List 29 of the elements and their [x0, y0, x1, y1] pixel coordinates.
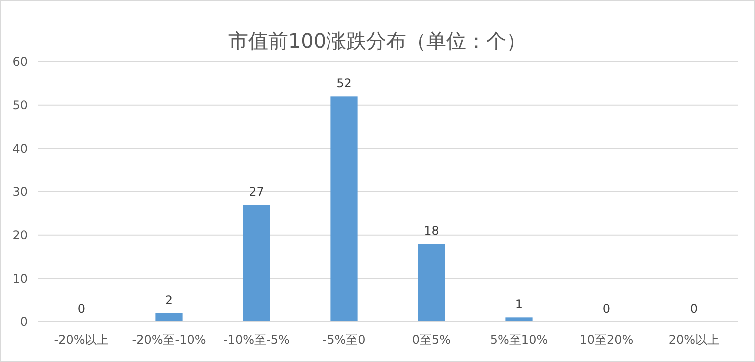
- y-tick-label: 60: [12, 55, 28, 70]
- x-tick-label: 0至5%: [412, 333, 452, 347]
- x-tick-label: -10%至-5%: [224, 333, 290, 347]
- y-tick-label: 50: [12, 98, 28, 113]
- bar: [418, 244, 446, 322]
- data-label: 0: [690, 302, 698, 316]
- bar: [243, 205, 270, 322]
- y-tick-label: 10: [12, 272, 28, 286]
- x-tick-label: 10至20%: [580, 333, 634, 347]
- x-tick-label: 20%以上: [668, 333, 720, 347]
- data-label: 27: [249, 185, 264, 199]
- data-label: 18: [424, 224, 440, 238]
- x-tick-label: -5%至0: [322, 333, 366, 347]
- data-label: 0: [602, 302, 611, 316]
- x-tick-label: 5%至10%: [490, 333, 548, 347]
- data-label: 2: [165, 293, 174, 308]
- data-label: 1: [515, 298, 524, 312]
- chart-title: 市值前100涨跌分布（单位：个）: [228, 29, 527, 53]
- data-label: 52: [336, 76, 352, 91]
- bar: [330, 96, 358, 322]
- bar: [156, 313, 183, 322]
- y-tick-label: 40: [12, 142, 28, 156]
- x-tick-label: -20%以上: [54, 333, 110, 347]
- bar: [506, 318, 533, 322]
- data-label: 0: [78, 302, 86, 316]
- y-tick-label: 30: [12, 185, 28, 200]
- y-tick-label: 20: [12, 228, 28, 243]
- x-tick-label: -20%至-10%: [132, 333, 206, 347]
- y-tick-label: 0: [20, 315, 28, 330]
